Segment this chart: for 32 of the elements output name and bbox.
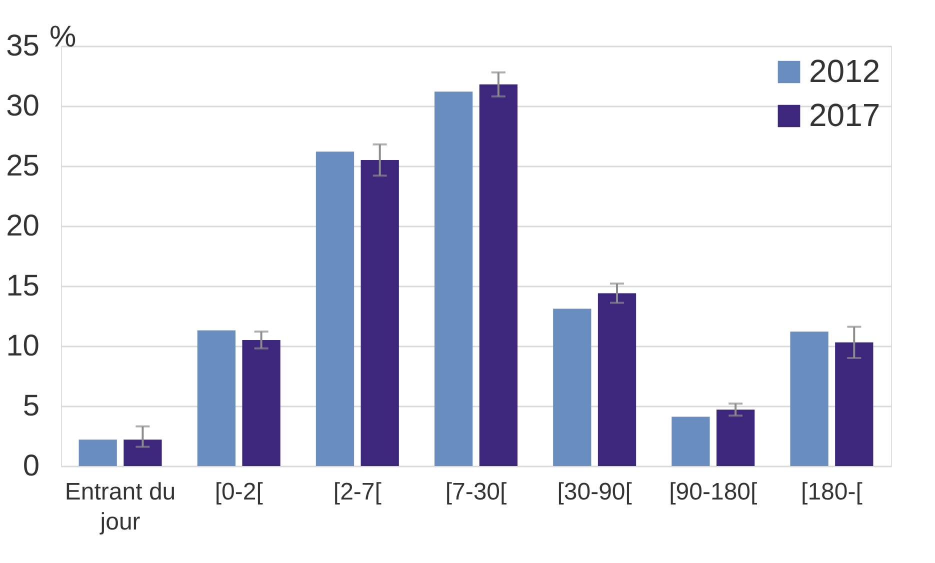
- y-tick-label: 10: [6, 330, 40, 362]
- bar: [124, 440, 162, 466]
- x-tick-label: [180-[: [801, 478, 863, 506]
- x-tick-label: [0-2[: [214, 478, 264, 506]
- x-tick-label: [2-7[: [333, 478, 382, 506]
- y-axis-title: %: [50, 20, 76, 54]
- bar: [479, 84, 518, 466]
- bar: [598, 293, 636, 466]
- x-tick-label: [90-180[: [669, 478, 758, 506]
- bar: [434, 92, 473, 466]
- y-tick-label: 35: [6, 30, 40, 62]
- y-tick-label: 20: [6, 210, 40, 242]
- bar: [790, 332, 828, 466]
- bar: [242, 340, 280, 466]
- x-tick-label: [7-30[: [445, 478, 508, 506]
- x-tick-label: Entrant du jour: [64, 478, 176, 536]
- bar: [316, 152, 354, 466]
- bar: [716, 410, 755, 466]
- bar: [197, 330, 236, 466]
- legend-label: 2012: [809, 53, 880, 89]
- bar: [672, 416, 710, 466]
- y-tick-label: 30: [6, 90, 40, 122]
- bar: [835, 342, 874, 466]
- y-tick-label: 0: [22, 450, 40, 482]
- bar: [78, 440, 117, 466]
- y-tick-label: 5: [22, 390, 40, 422]
- x-tick-label: [30-90[: [557, 478, 632, 506]
- legend-label: 2017: [809, 97, 880, 133]
- bar: [360, 160, 399, 466]
- y-tick-label: 25: [6, 150, 40, 182]
- bar: [553, 308, 592, 466]
- y-tick-label: 15: [6, 270, 40, 302]
